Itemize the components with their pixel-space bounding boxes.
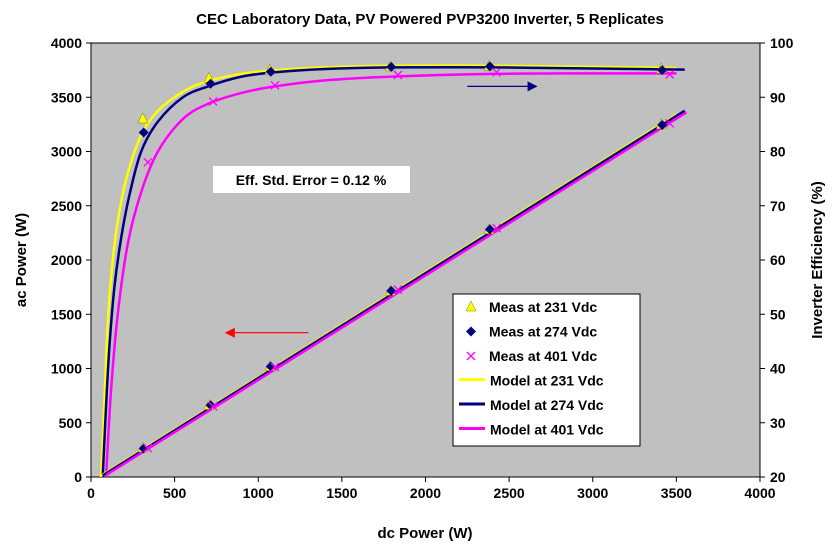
y2-tick-label: 100 <box>770 35 794 51</box>
data-point-x <box>393 285 403 295</box>
arrow-right-head <box>527 81 538 92</box>
data-point-diamond <box>265 66 276 77</box>
x-tick-label: 0 <box>87 485 95 501</box>
data-point-x <box>208 97 218 107</box>
y2-tick-label: 40 <box>770 361 786 377</box>
y-tick-label: 3500 <box>51 89 82 105</box>
legend-entry-label: Meas at 274 Vdc <box>489 324 597 340</box>
y2-tick-label: 20 <box>770 469 786 485</box>
x-tick-label: 1500 <box>326 485 357 501</box>
y-axis-label: ac Power (W) <box>13 213 30 307</box>
series-points-meas-at-401-vdc <box>143 118 675 453</box>
y2-tick-label: 30 <box>770 415 786 431</box>
y2-tick-label: 50 <box>770 306 786 322</box>
x-tick-label: 500 <box>163 485 187 501</box>
x-tick-label: 1000 <box>243 485 274 501</box>
y2-tick-label: 60 <box>770 252 786 268</box>
plot-area <box>90 42 761 478</box>
data-point-diamond <box>466 326 476 337</box>
series-line-model-at-401-vdc <box>105 111 688 477</box>
series-layer <box>99 59 688 478</box>
y-tick-label: 4000 <box>51 35 82 51</box>
data-point-diamond <box>205 78 216 89</box>
chart-title: CEC Laboratory Data, PV Powered PVP3200 … <box>196 11 664 28</box>
data-point-diamond <box>657 65 668 76</box>
legend: Meas at 231 Vdc Meas at 274 Vdc Meas at 40… <box>452 293 641 447</box>
data-point-diamond <box>138 127 149 138</box>
y-tick-label: 2000 <box>51 252 82 268</box>
x-axis-label: dc Power (W) <box>377 525 472 542</box>
data-point-x <box>393 70 403 80</box>
x-tick-label: 3500 <box>661 485 692 501</box>
y2-axis-label: Inverter Efficiency (%) <box>809 181 826 339</box>
axis-ticks: 0 500 1000 1500 2000 2500 3000 3500 4000 0 500 1000… <box>51 35 794 501</box>
data-point-x <box>492 67 502 77</box>
series-line-model-at-274-vdc <box>101 65 685 478</box>
data-point-x <box>466 351 476 361</box>
y2-tick-label: 90 <box>770 89 786 105</box>
data-point-diamond <box>657 120 668 131</box>
data-point-x <box>143 443 153 453</box>
legend-entry-label: Meas at 231 Vdc <box>489 299 597 315</box>
annotation-background <box>213 166 410 193</box>
data-point-diamond <box>386 61 397 72</box>
data-point-x <box>665 118 675 128</box>
legend-box <box>452 293 641 447</box>
y-tick-label: 0 <box>74 469 82 485</box>
legend-entry-label: Model at 401 Vdc <box>490 422 604 438</box>
data-point-diamond <box>205 400 216 411</box>
arrow-left-head <box>224 327 235 338</box>
y2-tick-label: 70 <box>770 198 786 214</box>
data-point-x <box>270 362 280 372</box>
data-point-x <box>665 70 675 79</box>
annotation-text: Eff. Std. Error = 0.12 % <box>236 172 387 188</box>
x-tick-label: 2500 <box>494 485 525 501</box>
x-tick-label: 2000 <box>410 485 441 501</box>
data-point-x <box>208 401 218 411</box>
y-tick-label: 500 <box>59 415 83 431</box>
data-point-x <box>270 80 280 90</box>
y2-tick-label: 80 <box>770 144 786 160</box>
x-tick-label: 4000 <box>744 485 775 501</box>
series-points-meas-at-401-vdc <box>143 67 675 167</box>
direction-arrows <box>224 81 538 338</box>
data-point-triangle <box>465 300 477 312</box>
y-tick-label: 3000 <box>51 144 82 160</box>
legend-entry-label: Model at 231 Vdc <box>490 373 604 389</box>
data-point-triangle <box>137 112 149 124</box>
series-line-model-at-231-vdc <box>99 64 677 478</box>
legend-entry-label: Meas at 401 Vdc <box>489 348 597 364</box>
data-point-x <box>492 223 502 233</box>
y-tick-label: 2500 <box>51 198 82 214</box>
legend-entry-label: Model at 274 Vdc <box>490 397 604 413</box>
data-point-x <box>143 157 153 167</box>
y-tick-label: 1500 <box>51 306 82 322</box>
annotation-box: Eff. Std. Error = 0.12 % <box>213 166 410 193</box>
x-tick-label: 3000 <box>577 485 608 501</box>
y-tick-label: 1000 <box>51 361 82 377</box>
